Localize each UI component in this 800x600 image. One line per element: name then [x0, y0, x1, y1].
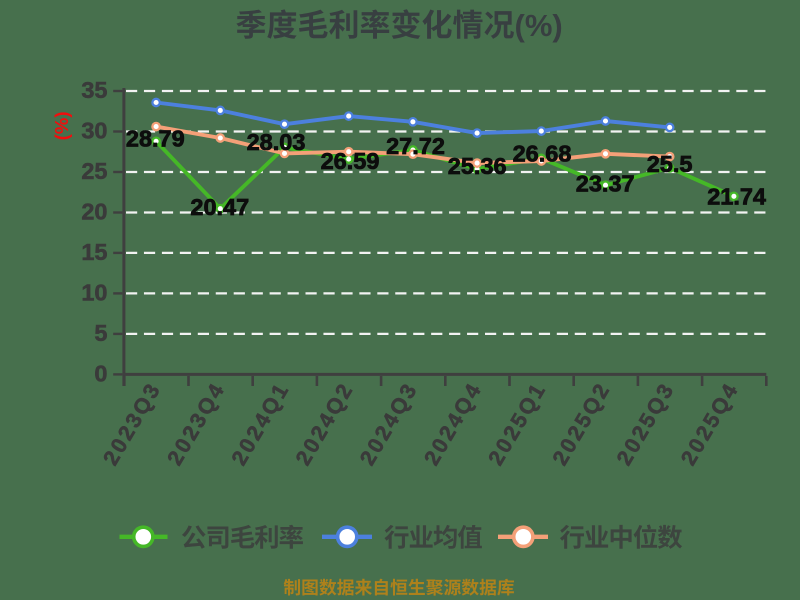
- svg-text:0: 0: [94, 360, 107, 386]
- svg-text:25.5: 25.5: [647, 151, 693, 177]
- svg-text:26.59: 26.59: [321, 148, 380, 174]
- svg-text:15: 15: [81, 239, 107, 265]
- svg-text:28.79: 28.79: [126, 125, 185, 151]
- svg-text:27.72: 27.72: [386, 133, 445, 159]
- svg-text:35: 35: [81, 77, 107, 103]
- svg-text:10: 10: [81, 279, 107, 305]
- svg-text:30: 30: [81, 118, 107, 144]
- svg-text:(%): (%): [51, 112, 72, 141]
- svg-text:23.37: 23.37: [576, 171, 635, 197]
- svg-text:20.47: 20.47: [190, 194, 249, 220]
- svg-text:28.03: 28.03: [247, 129, 306, 155]
- svg-text:20: 20: [81, 199, 107, 225]
- svg-text:26.68: 26.68: [513, 141, 572, 167]
- svg-text:(%): (%): [515, 8, 563, 43]
- svg-text:25: 25: [81, 158, 107, 184]
- svg-text:21.74: 21.74: [707, 183, 766, 209]
- svg-text:25.36: 25.36: [448, 153, 507, 179]
- svg-text:5: 5: [94, 320, 107, 346]
